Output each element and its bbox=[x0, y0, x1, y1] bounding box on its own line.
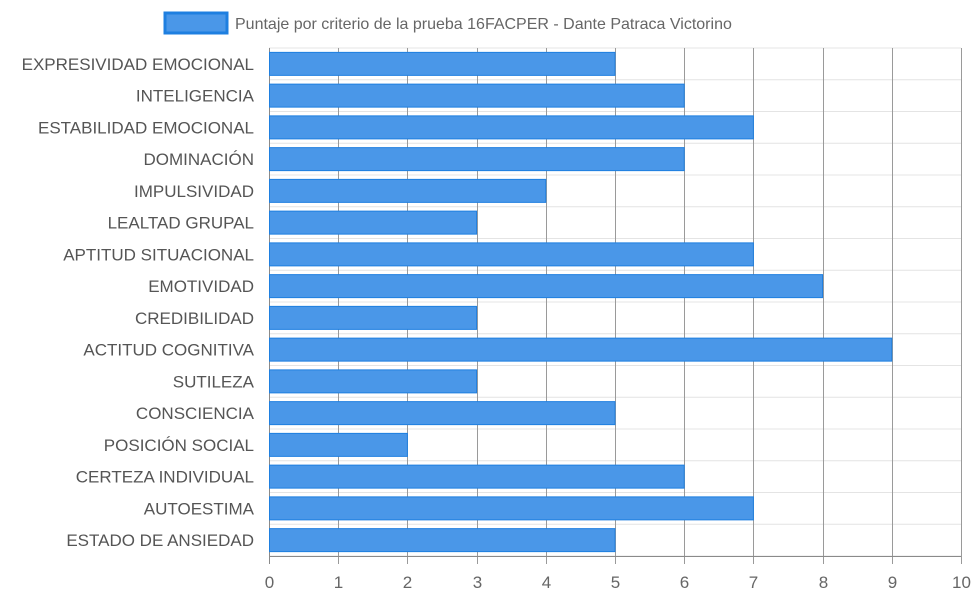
axis-layer: 0 1 2 3 4 5 6 7 8 9 10 EXPRESIVIDAD EMOCIONAL INTELI… bbox=[22, 55, 971, 592]
category-label: POSICIÓN SOCIAL bbox=[104, 436, 254, 455]
legend-swatch[interactable] bbox=[163, 11, 229, 35]
category-label: SUTILEZA bbox=[173, 372, 255, 391]
bar[interactable] bbox=[269, 464, 685, 489]
legend-label[interactable]: Puntaje por criterio de la prueba 16FACP… bbox=[235, 16, 732, 33]
bar[interactable] bbox=[269, 401, 616, 426]
bar[interactable] bbox=[269, 305, 478, 330]
x-tick-label: 1 bbox=[334, 573, 343, 592]
bar[interactable] bbox=[269, 369, 478, 394]
category-label: ESTADO DE ANSIEDAD bbox=[66, 531, 254, 550]
x-tick-label: 4 bbox=[542, 573, 551, 592]
bar[interactable] bbox=[269, 528, 616, 553]
category-label: EMOTIVIDAD bbox=[148, 277, 254, 296]
category-label: ACTITUD COGNITIVA bbox=[83, 341, 254, 360]
bar[interactable] bbox=[269, 51, 616, 76]
x-tick-label: 3 bbox=[473, 573, 482, 592]
category-label: EXPRESIVIDAD EMOCIONAL bbox=[22, 55, 254, 74]
x-tick-label: 6 bbox=[680, 573, 689, 592]
x-tick-label: 10 bbox=[952, 573, 971, 592]
bar[interactable] bbox=[269, 337, 893, 362]
category-label: INTELIGENCIA bbox=[136, 87, 255, 106]
bar[interactable] bbox=[269, 115, 754, 140]
x-tick-label: 9 bbox=[888, 573, 897, 592]
bar[interactable] bbox=[269, 496, 754, 521]
bar[interactable] bbox=[269, 83, 685, 108]
category-label: LEALTAD GRUPAL bbox=[108, 214, 254, 233]
bar[interactable] bbox=[269, 147, 685, 172]
category-label: ESTABILIDAD EMOCIONAL bbox=[38, 118, 254, 137]
x-tick-label: 7 bbox=[749, 573, 758, 592]
bar[interactable] bbox=[269, 178, 547, 203]
category-label: APTITUD SITUACIONAL bbox=[63, 245, 254, 264]
x-tick-label: 8 bbox=[819, 573, 828, 592]
bar-layer bbox=[269, 51, 893, 553]
category-label: IMPULSIVIDAD bbox=[134, 182, 254, 201]
bar[interactable] bbox=[269, 274, 824, 299]
x-tick-label: 0 bbox=[265, 573, 274, 592]
category-label: DOMINACIÓN bbox=[144, 150, 255, 169]
category-label: CONSCIENCIA bbox=[136, 404, 255, 423]
category-label: CERTEZA INDIVIDUAL bbox=[76, 468, 254, 487]
category-label: CREDIBILIDAD bbox=[135, 309, 254, 328]
bar[interactable] bbox=[269, 432, 408, 457]
bar[interactable] bbox=[269, 242, 754, 267]
bar[interactable] bbox=[269, 210, 478, 235]
legend[interactable]: Puntaje por criterio de la prueba 16FACP… bbox=[163, 11, 732, 35]
x-tick-label: 5 bbox=[611, 573, 620, 592]
x-tick-label: 2 bbox=[403, 573, 412, 592]
category-label: AUTOESTIMA bbox=[144, 499, 255, 518]
